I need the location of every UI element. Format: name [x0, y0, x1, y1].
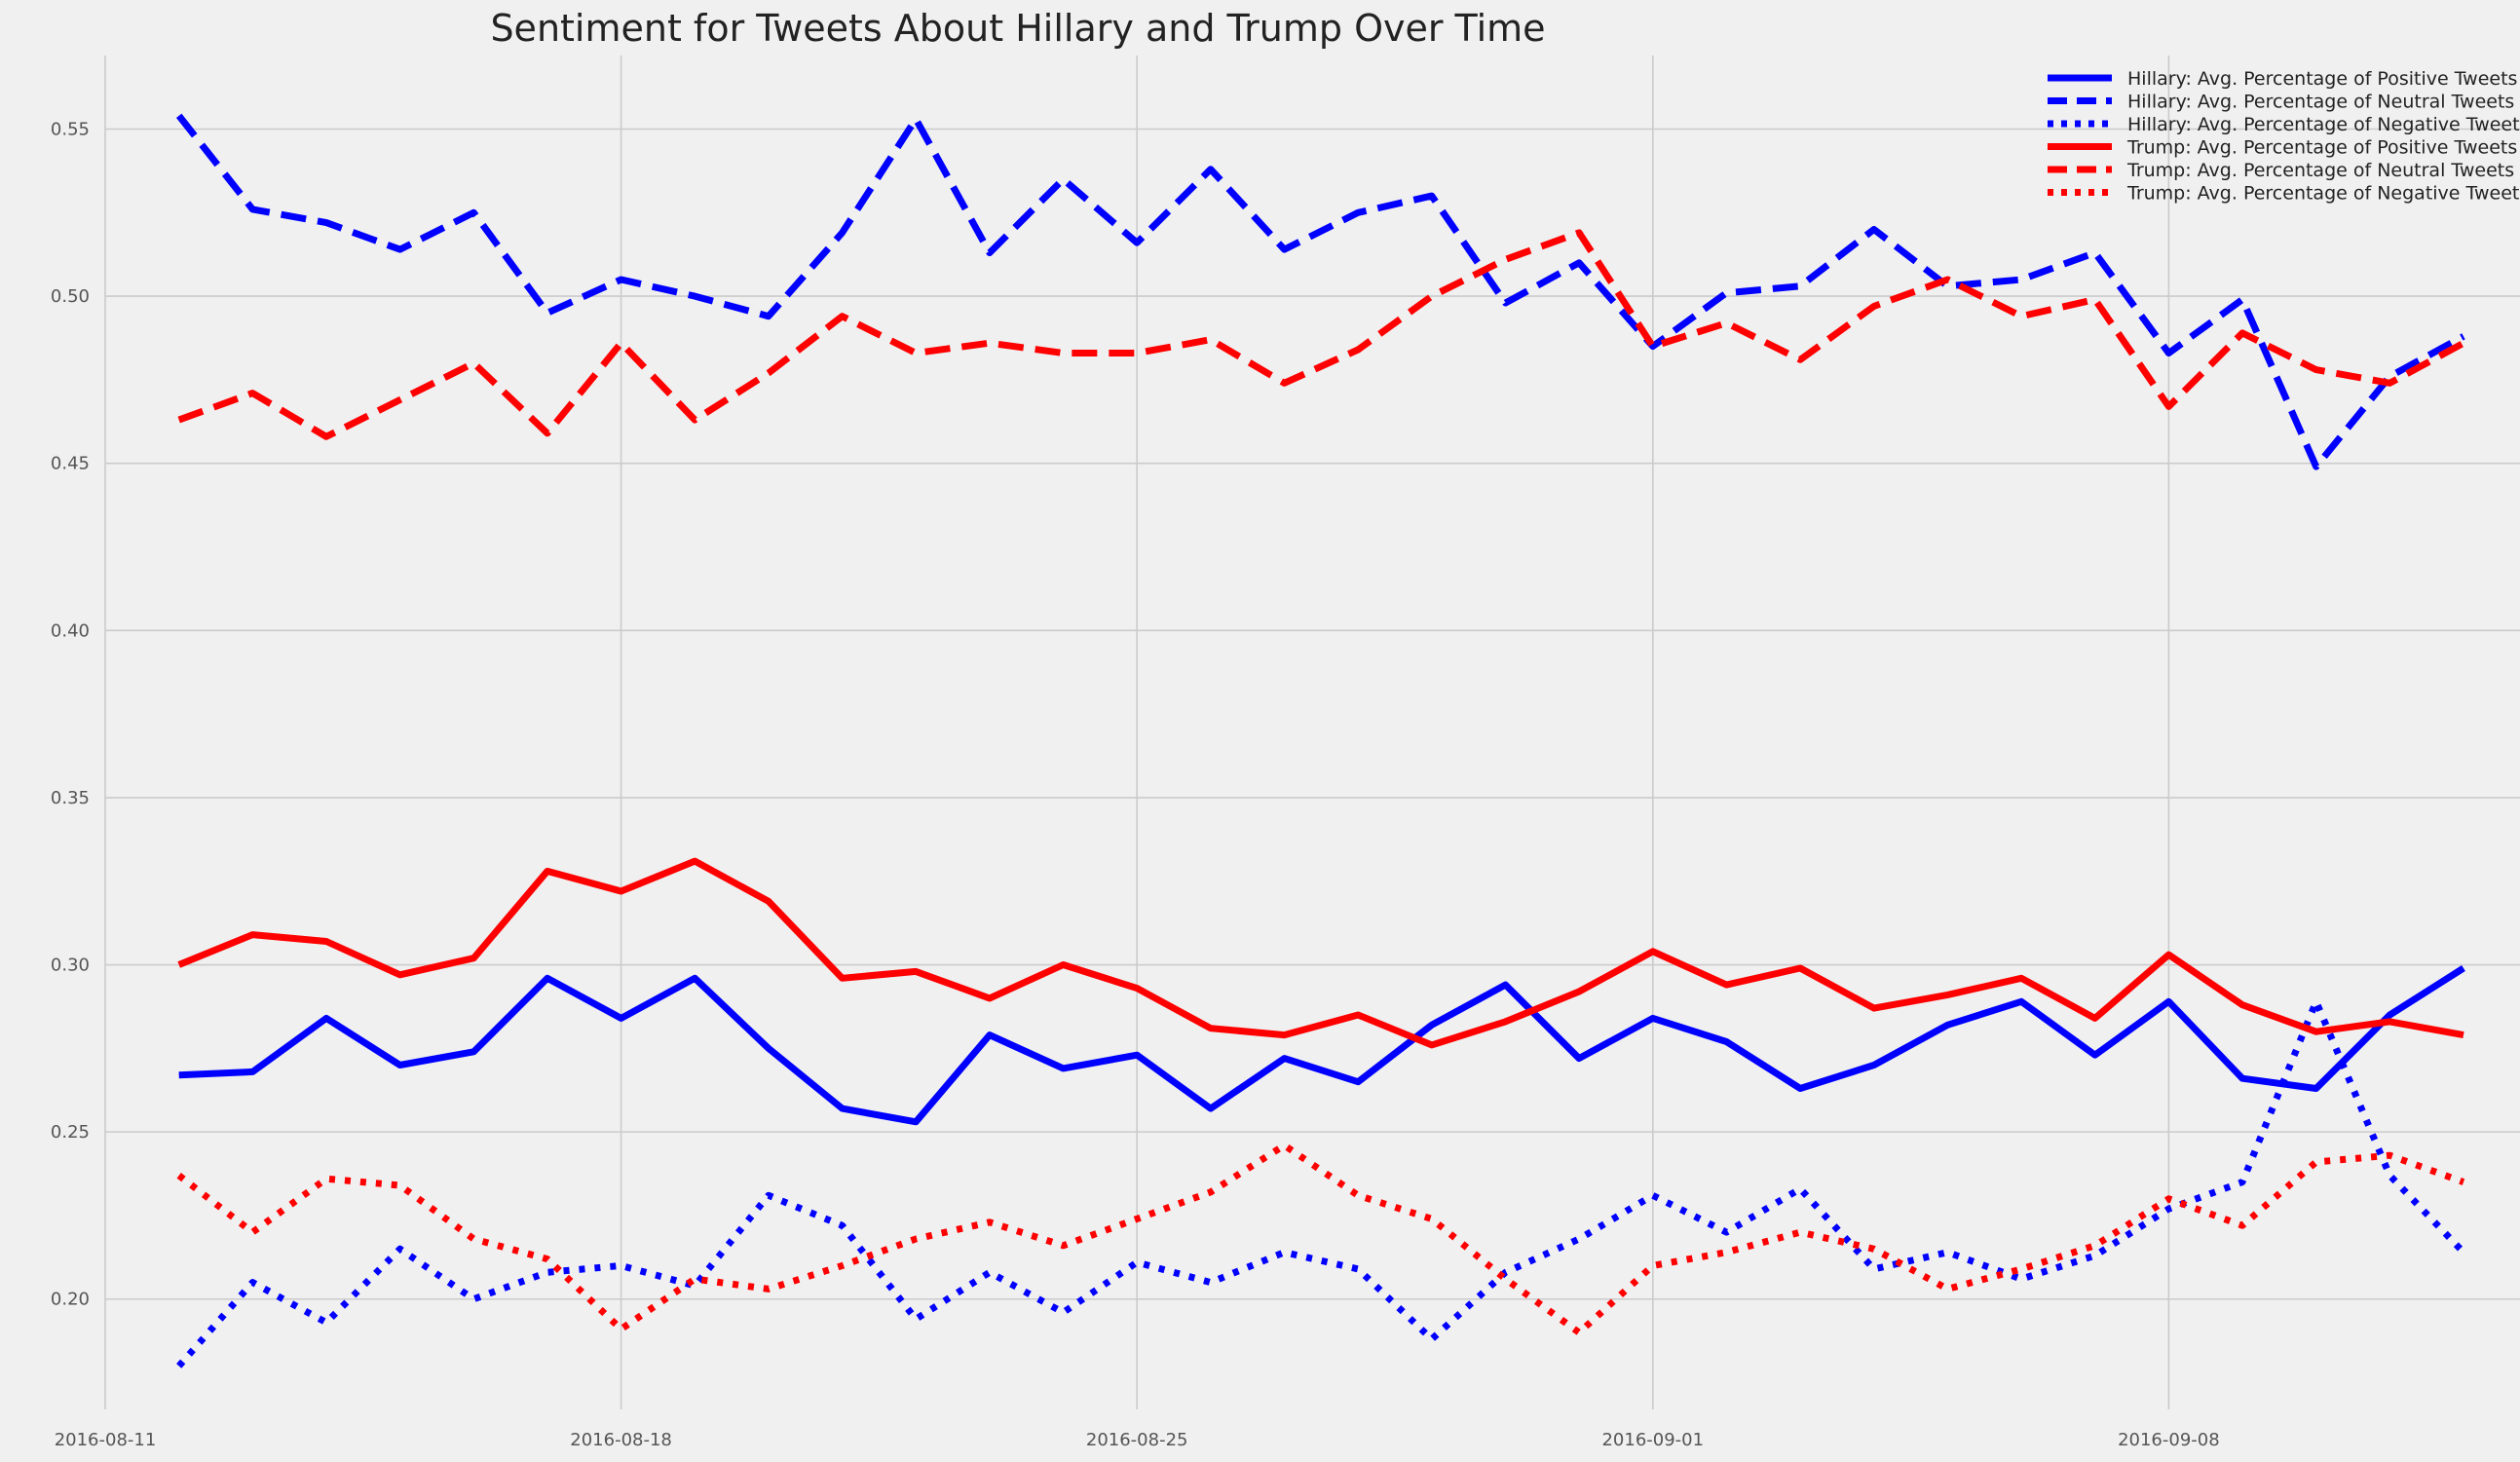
series-line-4 — [177, 229, 2465, 440]
grid — [104, 56, 2520, 1409]
x-tick-label: 2016-08-25 — [1086, 1430, 1188, 1450]
legend-label-4: Trump: Avg. Percentage of Neutral Tweets — [2126, 160, 2514, 181]
x-axis: 2016-08-11 2016-08-18 2016-08-25 2016-09-01… — [55, 1430, 2220, 1450]
series-line-1 — [175, 113, 2465, 470]
y-tick-label: 0.40 — [51, 620, 90, 641]
series-line-3 — [177, 857, 2464, 1049]
legend-label-3: Trump: Avg. Percentage of Positive Tweet… — [2126, 137, 2517, 159]
y-tick-label: 0.20 — [51, 1290, 90, 1310]
x-tick-label: 2016-09-01 — [1601, 1430, 1704, 1450]
x-tick-label: 2016-09-08 — [2118, 1430, 2220, 1450]
legend-label-1: Hillary: Avg. Percentage of Neutral Twee… — [2127, 92, 2514, 113]
y-tick-label: 0.35 — [51, 788, 90, 808]
legend: Hillary: Avg. Percentage of Positive Twe… — [2048, 68, 2520, 205]
y-tick-label: 0.50 — [51, 286, 90, 307]
x-tick-label: 2016-08-18 — [570, 1430, 672, 1450]
y-tick-label: 0.45 — [51, 454, 90, 474]
y-axis: 0.20 0.25 0.30 0.35 0.40 0.45 0.50 0.55 — [51, 120, 90, 1310]
legend-label-0: Hillary: Avg. Percentage of Positive Twe… — [2127, 68, 2517, 90]
chart-title: Sentiment for Tweets About Hillary and T… — [490, 7, 1545, 50]
series-line-0 — [178, 965, 2465, 1126]
y-tick-label: 0.30 — [51, 956, 90, 976]
y-tick-label: 0.55 — [51, 120, 90, 140]
y-tick-label: 0.25 — [51, 1122, 90, 1143]
legend-label-2: Hillary: Avg. Percentage of Negative Twe… — [2127, 114, 2520, 135]
legend-label-5: Trump: Avg. Percentage of Negative Tweet… — [2126, 183, 2520, 205]
x-tick-label: 2016-08-11 — [55, 1430, 157, 1450]
series-lines — [175, 113, 2466, 1368]
